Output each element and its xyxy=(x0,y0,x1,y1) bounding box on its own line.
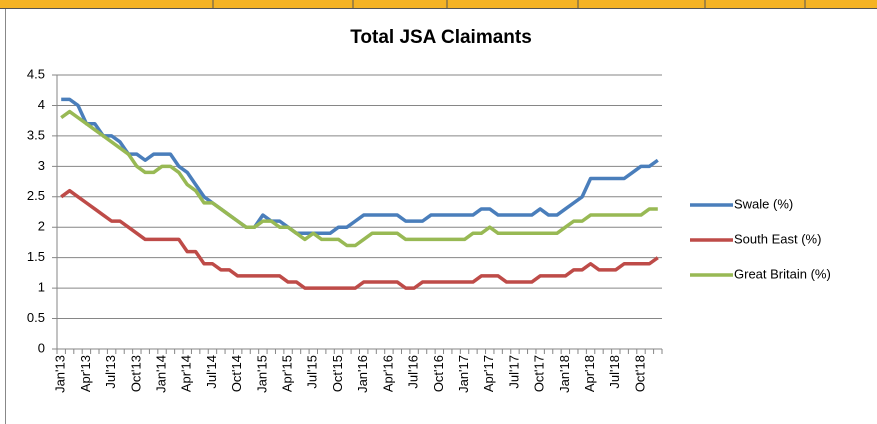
x-tick-label: Oct'15 xyxy=(330,355,345,392)
y-tick-label: 2.5 xyxy=(27,188,45,203)
y-tick-label: 1 xyxy=(38,280,45,295)
x-tick-label: Apr'16 xyxy=(380,355,395,392)
x-tick-label: Jul'15 xyxy=(305,355,320,389)
x-tick-label: Jul'14 xyxy=(204,355,219,389)
x-tick-label: Apr'15 xyxy=(280,355,295,392)
y-tick-label: 4 xyxy=(38,97,45,112)
x-tick-label: Oct'18 xyxy=(632,355,647,392)
y-tick-label: 1.5 xyxy=(27,249,45,264)
x-tick-label: Jan'16 xyxy=(355,355,370,393)
legend-label: Great Britain (%) xyxy=(734,266,831,281)
x-tick-label: Apr'17 xyxy=(481,355,496,392)
x-tick-label: Apr'18 xyxy=(582,355,597,392)
y-tick-label: 0 xyxy=(38,340,45,355)
header-cells xyxy=(0,0,877,9)
x-tick-label: Jul'16 xyxy=(406,355,421,389)
x-tick-label: Oct'17 xyxy=(532,355,547,392)
x-tick-label: Jul'18 xyxy=(607,355,622,389)
chart-title: Total JSA Claimants xyxy=(350,27,532,48)
legend-label: South East (%) xyxy=(734,231,821,246)
x-tick-label: Jul'17 xyxy=(506,355,521,389)
x-tick-label: Jul'13 xyxy=(103,355,118,389)
x-tick-label: Oct'13 xyxy=(128,355,143,392)
x-tick-label: Oct'14 xyxy=(229,355,244,392)
x-tick-label: Jan'15 xyxy=(254,355,269,393)
x-tick-label: Jan'14 xyxy=(153,355,168,393)
x-tick-label: Jan'18 xyxy=(557,355,572,393)
y-tick-label: 0.5 xyxy=(27,310,45,325)
x-tick-label: Apr'13 xyxy=(78,355,93,392)
x-tick-label: Jan'17 xyxy=(456,355,471,393)
x-tick-label: Jan'13 xyxy=(53,355,68,393)
series-line xyxy=(60,109,658,248)
x-tick-label: Apr'14 xyxy=(179,355,194,392)
series-line xyxy=(61,97,659,236)
y-tick-label: 4.5 xyxy=(27,66,45,81)
y-tick-label: 3.5 xyxy=(27,127,45,142)
legend-label: Swale (%) xyxy=(734,196,793,211)
x-tick-label: Oct'16 xyxy=(431,355,446,392)
y-tick-label: 3 xyxy=(38,158,45,173)
header-row xyxy=(0,0,877,8)
y-tick-label: 2 xyxy=(38,219,45,234)
series-line xyxy=(60,188,659,290)
